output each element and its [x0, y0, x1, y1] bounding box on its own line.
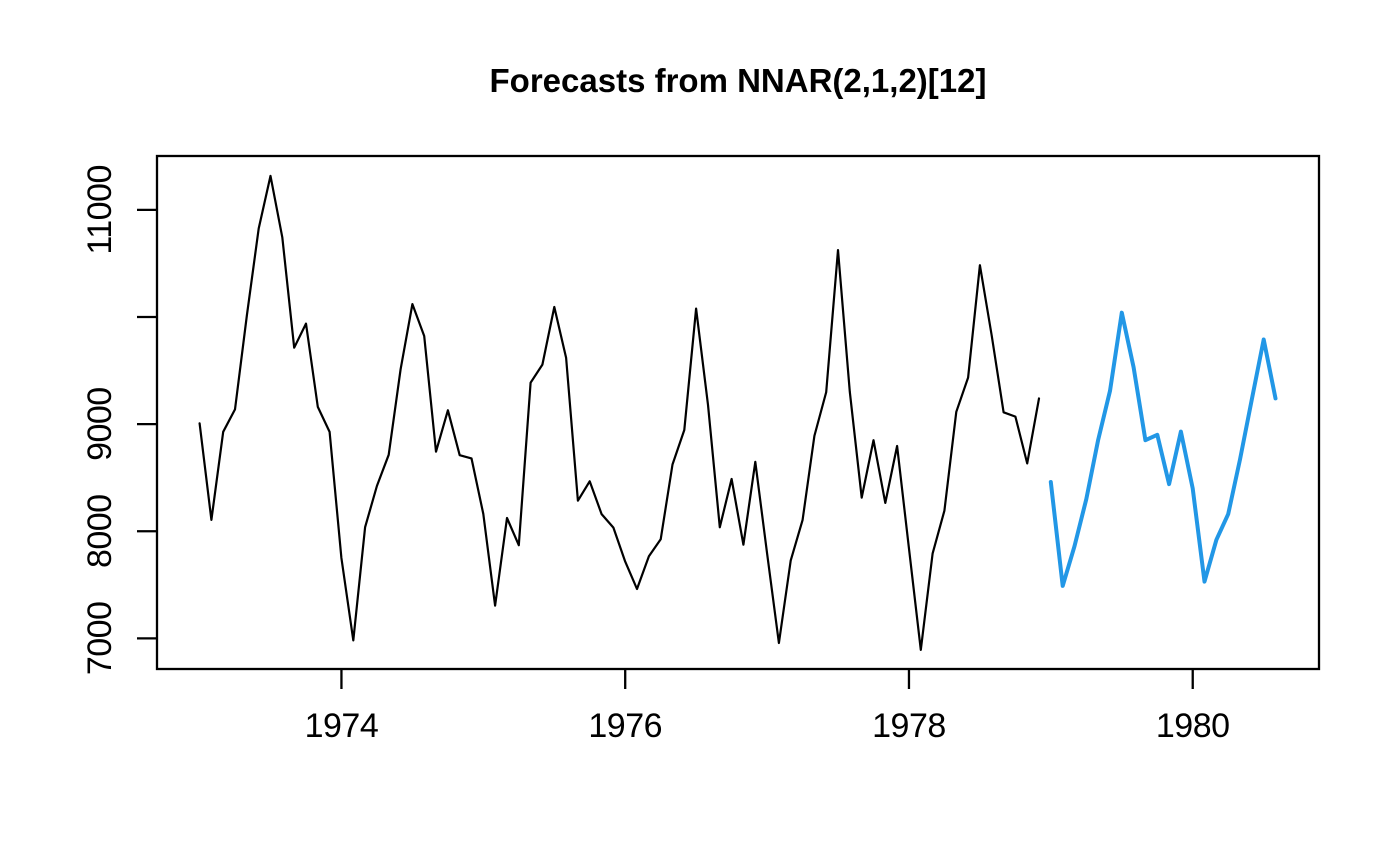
plot-area: 1974 1976 1978 1980 7000 8000 9000 11000 — [81, 154, 1321, 745]
x-axis-tick-label: 1974 — [305, 707, 379, 745]
y-axis-tick-label: 8000 — [81, 494, 119, 568]
y-axis-tick-label: 7000 — [81, 602, 119, 676]
y-axis-tick-label: 9000 — [81, 387, 119, 461]
chart-title: Forecasts from NNAR(2,1,2)[12] — [490, 62, 987, 99]
y-axis-tick-label: 11000 — [81, 165, 119, 255]
observed-line — [198, 174, 1041, 652]
plot-border — [155, 154, 1321, 671]
x-axis-tick-label: 1976 — [588, 707, 662, 745]
forecast-mean-line — [1048, 310, 1278, 588]
x-axis-tick-label: 1978 — [872, 707, 946, 745]
x-axis-tick-label: 1980 — [1156, 707, 1230, 745]
